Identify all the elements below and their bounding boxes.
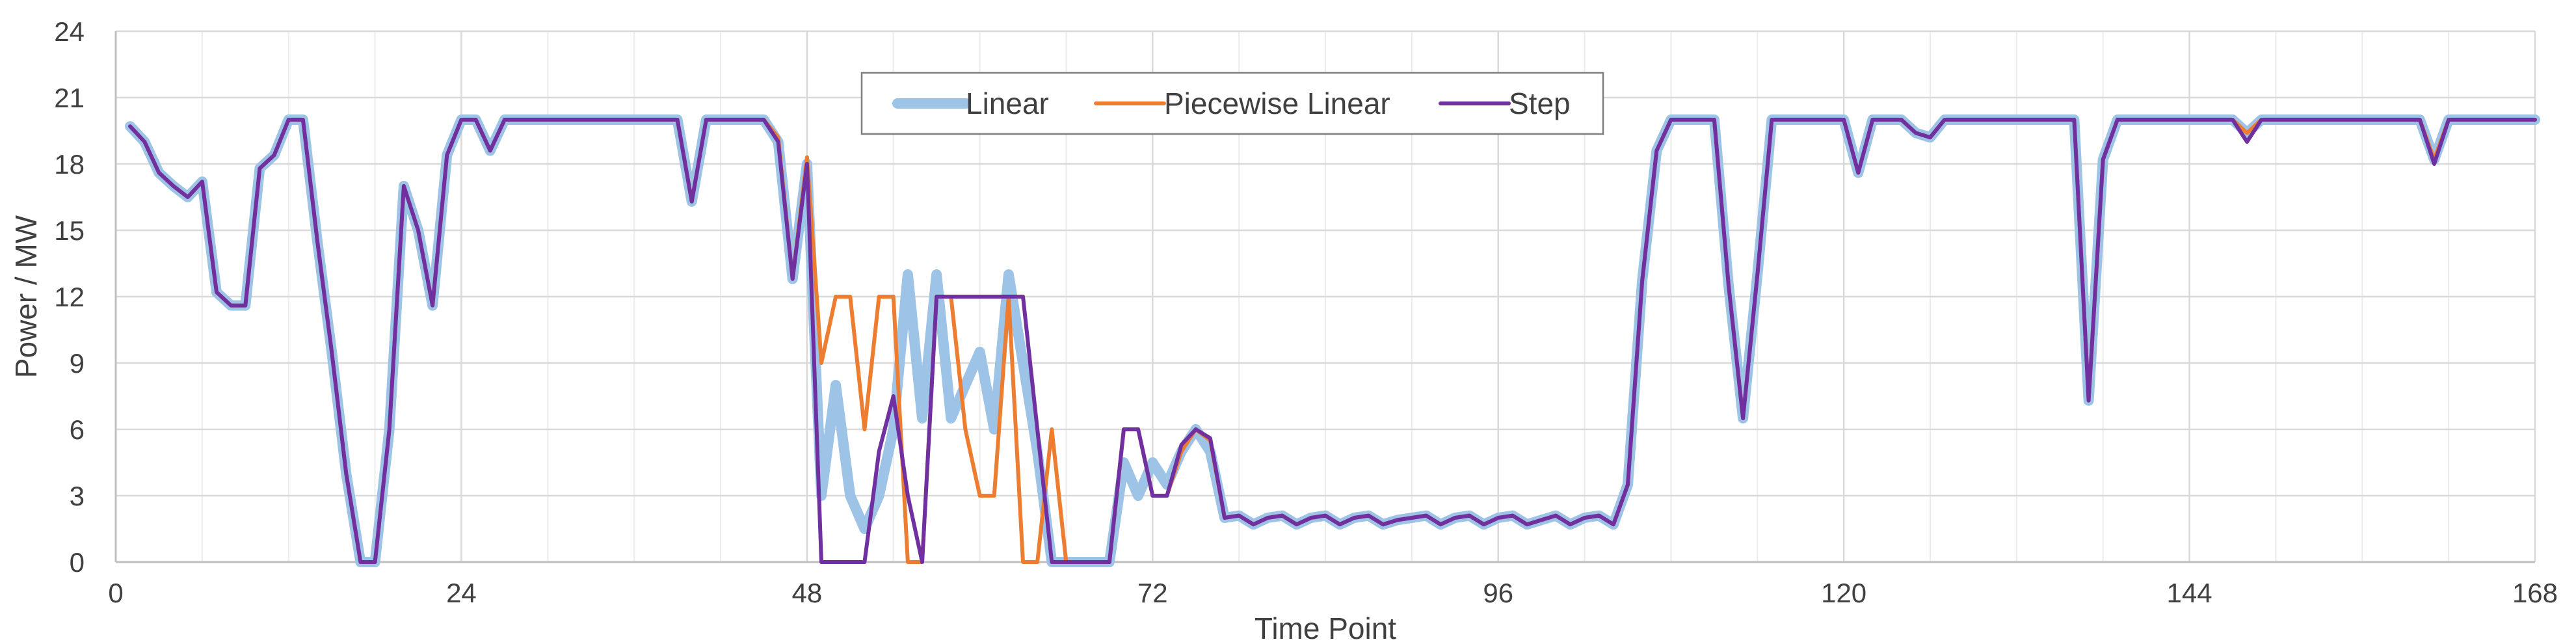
- y-tick-labels: 0 3 6 9 12 15 18 21 24: [54, 16, 85, 578]
- series-layer: [125, 114, 2540, 567]
- legend-label-step: Step: [1509, 87, 1571, 120]
- x-tick-label: 96: [1483, 578, 1513, 608]
- legend-label-piecewise-linear: Piecewise Linear: [1164, 87, 1390, 120]
- y-tick-label: 18: [54, 149, 85, 180]
- legend: Linear Piecewise Linear Step: [860, 72, 1604, 135]
- y-tick-label: 9: [70, 348, 85, 379]
- y-tick-label: 24: [54, 16, 85, 47]
- y-tick-label: 0: [70, 547, 85, 578]
- x-tick-label: 48: [791, 578, 822, 608]
- x-axis-title: Time Point: [1255, 611, 1396, 644]
- x-tick-labels: 0 24 48 72 96 120 144 168: [108, 578, 2558, 608]
- legend-label-linear: Linear: [966, 87, 1049, 120]
- x-tick-label: 72: [1137, 578, 1168, 608]
- y-tick-label: 3: [70, 481, 85, 511]
- axes: [114, 31, 2535, 563]
- x-tick-label: 144: [2167, 578, 2212, 608]
- series-line-step: [128, 118, 2537, 564]
- y-axis-title: Power / MW: [9, 215, 43, 378]
- y-tick-label: 15: [54, 215, 85, 246]
- y-tick-label: 6: [70, 414, 85, 445]
- x-tick-label: 168: [2512, 578, 2558, 608]
- y-tick-label: 12: [54, 282, 85, 312]
- x-tick-label: 24: [446, 578, 477, 608]
- y-tick-label: 21: [54, 83, 85, 113]
- x-tick-label: 120: [1821, 578, 1866, 608]
- x-tick-label: 0: [108, 578, 123, 608]
